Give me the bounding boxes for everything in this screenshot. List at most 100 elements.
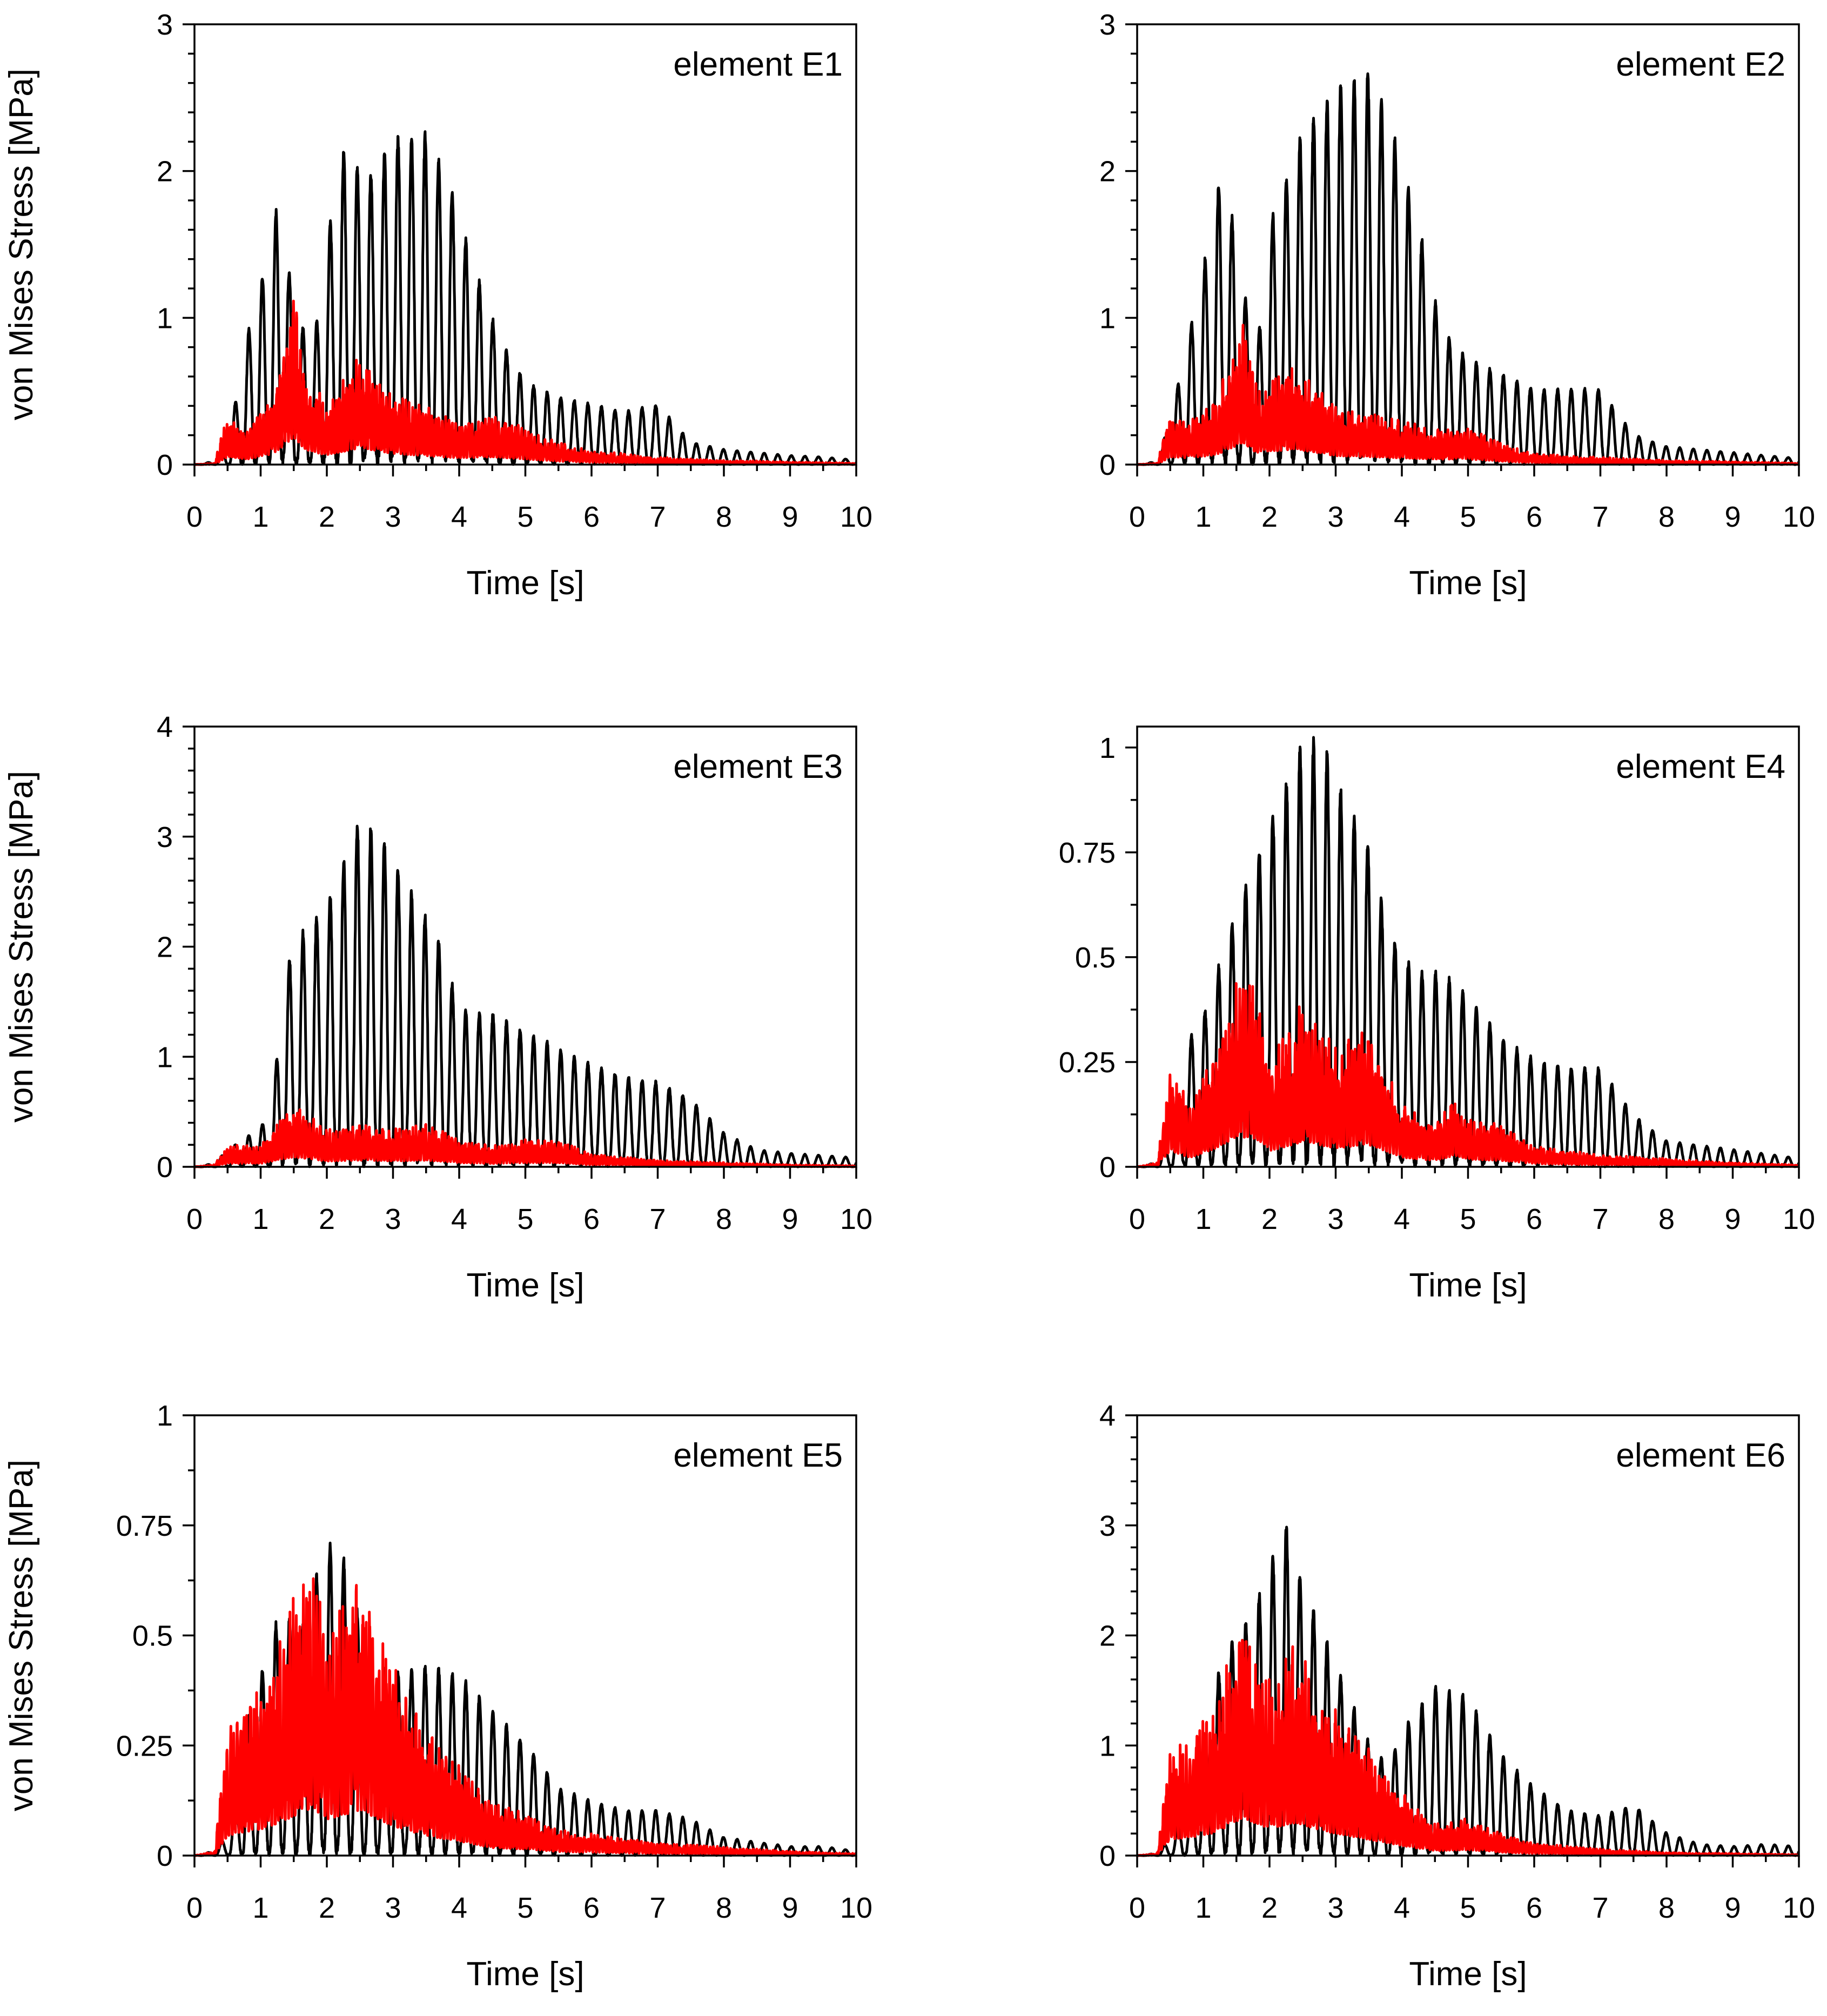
x-tick-label: 10 bbox=[1783, 1892, 1815, 1924]
y-tick-label: 4 bbox=[1099, 1400, 1116, 1432]
x-tick-label: 7 bbox=[649, 1892, 666, 1924]
x-axis-title: Time [s] bbox=[1409, 1955, 1527, 1993]
series-red-4 bbox=[1137, 982, 1799, 1168]
y-tick-label: 0.25 bbox=[1059, 1046, 1116, 1079]
y-tick-label: 2 bbox=[1099, 1620, 1116, 1652]
x-tick-label: 8 bbox=[1658, 1892, 1675, 1924]
x-tick-label: 6 bbox=[583, 501, 600, 533]
x-tick-label: 9 bbox=[1724, 1203, 1741, 1235]
x-tick-label: 6 bbox=[1526, 501, 1542, 533]
x-tick-label: 4 bbox=[1394, 1892, 1410, 1924]
x-tick-label: 1 bbox=[1195, 501, 1211, 533]
x-tick-label: 6 bbox=[1526, 1892, 1542, 1924]
x-axis-title: Time [s] bbox=[1409, 1267, 1527, 1304]
x-tick-label: 7 bbox=[1592, 501, 1608, 533]
x-tick-label: 2 bbox=[1261, 1892, 1278, 1924]
panel-title: element E3 bbox=[673, 748, 843, 785]
panel-1: 0 1 2 3 4 5 6 7 8 9 10 0 1 2 3 element E1 Time [s] von Mi… bbox=[3, 9, 872, 602]
y-tick-label: 1 bbox=[1099, 1730, 1116, 1762]
x-tick-label: 4 bbox=[451, 501, 467, 533]
x-tick-label: 0 bbox=[186, 1203, 203, 1235]
x-tick-label: 9 bbox=[782, 501, 798, 533]
y-tick-label: 1 bbox=[157, 302, 173, 334]
y-tick-label: 0.75 bbox=[116, 1510, 173, 1542]
panel-3: 0 1 2 3 4 5 6 7 8 9 10 0 1 2 3 4 element E3 Time [s] von M… bbox=[3, 711, 872, 1304]
x-tick-label: 0 bbox=[1129, 1203, 1145, 1235]
y-tick-label: 3 bbox=[157, 9, 173, 41]
series-red-1 bbox=[194, 299, 856, 466]
y-tick-label: 3 bbox=[157, 821, 173, 854]
x-tick-label: 2 bbox=[319, 1892, 335, 1924]
y-tick-label: 0 bbox=[1099, 449, 1116, 481]
x-tick-label: 6 bbox=[583, 1203, 600, 1235]
x-tick-label: 3 bbox=[385, 501, 401, 533]
x-tick-label: 9 bbox=[1724, 1892, 1741, 1924]
x-tick-label: 2 bbox=[319, 501, 335, 533]
x-tick-label: 5 bbox=[517, 1892, 533, 1924]
y-tick-label: 0.25 bbox=[116, 1730, 173, 1762]
x-tick-label: 5 bbox=[1460, 1892, 1476, 1924]
y-tick-label: 1 bbox=[157, 1400, 173, 1432]
x-tick-label: 10 bbox=[840, 1892, 872, 1924]
x-tick-label: 0 bbox=[186, 501, 203, 533]
x-tick-label: 8 bbox=[1658, 1203, 1675, 1235]
x-tick-label: 10 bbox=[840, 1203, 872, 1235]
x-tick-label: 0 bbox=[1129, 501, 1145, 533]
panel-title: element E6 bbox=[1616, 1437, 1785, 1474]
panel-6: 0 1 2 3 4 5 6 7 8 9 10 0 1 2 3 4 element E6 Time [s] bbox=[1099, 1400, 1815, 1993]
x-tick-label: 10 bbox=[1783, 1203, 1815, 1235]
y-tick-label: 0 bbox=[1099, 1840, 1116, 1872]
x-tick-label: 9 bbox=[1724, 501, 1741, 533]
y-tick-label: 0.75 bbox=[1059, 837, 1116, 869]
x-tick-label: 8 bbox=[1658, 501, 1675, 533]
y-tick-label: 3 bbox=[1099, 9, 1116, 41]
x-tick-label: 5 bbox=[517, 1203, 533, 1235]
series-red-3 bbox=[194, 1108, 856, 1168]
x-tick-label: 3 bbox=[385, 1203, 401, 1235]
x-tick-label: 8 bbox=[716, 501, 732, 533]
panel-title: element E1 bbox=[673, 46, 843, 83]
y-tick-label: 0 bbox=[157, 1151, 173, 1184]
y-tick-label: 0.5 bbox=[132, 1620, 173, 1652]
x-tick-label: 3 bbox=[385, 1892, 401, 1924]
x-tick-label: 1 bbox=[1195, 1892, 1211, 1924]
x-tick-label: 3 bbox=[1327, 501, 1344, 533]
y-tick-label: 0 bbox=[1099, 1151, 1116, 1184]
x-tick-label: 3 bbox=[1327, 1203, 1344, 1235]
x-tick-label: 10 bbox=[1783, 501, 1815, 533]
x-tick-label: 6 bbox=[583, 1892, 600, 1924]
panel-5: 0 1 2 3 4 5 6 7 8 9 10 0 0.25 0.5 0.75 1 element E5 Time … bbox=[3, 1400, 872, 1993]
y-tick-label: 4 bbox=[157, 711, 173, 743]
x-tick-label: 9 bbox=[782, 1203, 798, 1235]
x-tick-label: 3 bbox=[1327, 1892, 1344, 1924]
x-tick-label: 4 bbox=[451, 1203, 467, 1235]
y-tick-label: 0 bbox=[157, 1840, 173, 1872]
panel-title: element E2 bbox=[1616, 46, 1785, 83]
y-tick-label: 0.5 bbox=[1075, 942, 1116, 974]
x-tick-label: 7 bbox=[1592, 1892, 1608, 1924]
x-tick-label: 6 bbox=[1526, 1203, 1542, 1235]
x-tick-label: 0 bbox=[1129, 1892, 1145, 1924]
x-tick-label: 7 bbox=[649, 501, 666, 533]
x-tick-label: 9 bbox=[782, 1892, 798, 1924]
x-tick-label: 5 bbox=[517, 501, 533, 533]
panel-title: element E5 bbox=[673, 1437, 843, 1474]
x-tick-label: 4 bbox=[451, 1892, 467, 1924]
x-tick-label: 2 bbox=[319, 1203, 335, 1235]
x-tick-label: 4 bbox=[1394, 1203, 1410, 1235]
y-tick-label: 1 bbox=[1099, 302, 1116, 334]
series-red-6 bbox=[1137, 1638, 1799, 1857]
x-tick-label: 1 bbox=[1195, 1203, 1211, 1235]
series-red-2 bbox=[1137, 324, 1799, 466]
x-tick-label: 5 bbox=[1460, 1203, 1476, 1235]
y-axis-title: von Mises Stress [MPa] bbox=[3, 1460, 40, 1811]
x-tick-label: 5 bbox=[1460, 501, 1476, 533]
series-red-5 bbox=[194, 1577, 856, 1857]
x-tick-label: 2 bbox=[1261, 501, 1278, 533]
x-axis-title: Time [s] bbox=[466, 1267, 584, 1304]
y-axis-title: von Mises Stress [MPa] bbox=[3, 69, 40, 420]
x-axis-title: Time [s] bbox=[466, 1955, 584, 1993]
x-tick-label: 7 bbox=[649, 1203, 666, 1235]
